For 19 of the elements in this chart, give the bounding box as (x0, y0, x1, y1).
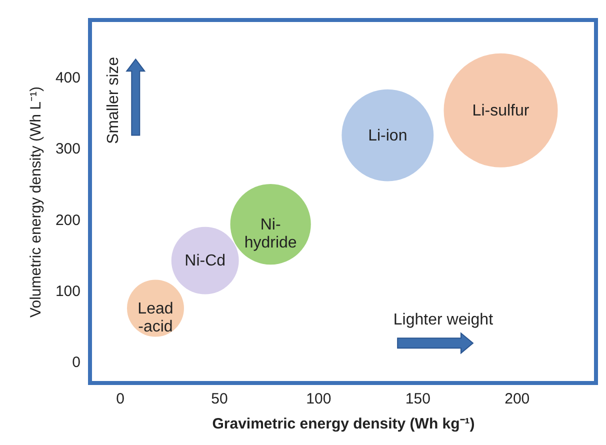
x-axis-title: Gravimetric energy density (Wh kg⁻¹) (212, 416, 475, 432)
y-tick-label: 100 (55, 282, 80, 300)
x-tick-label: 100 (306, 390, 332, 408)
annotation: Smaller size (105, 56, 122, 144)
series-label: Ni-Cd (184, 252, 226, 270)
y-tick-label: 400 (55, 69, 80, 86)
annotation: Lighter weight (393, 312, 494, 329)
x-tick-label: 150 (405, 390, 430, 408)
y-tick-label: 200 (55, 212, 80, 229)
y-tick-label: 300 (55, 140, 80, 158)
x-tick-label: 50 (211, 390, 228, 408)
x-tick-label: 0 (116, 390, 124, 408)
series-label: Li-sulfur (472, 102, 530, 120)
series-label: Ni- hydride (244, 216, 297, 252)
y-axis-title: Volumetric energy density (Wh L⁻¹) (27, 86, 44, 318)
series-label: Lead -acid (138, 300, 174, 336)
series-label: Li-ion (368, 127, 408, 144)
y-tick-label: 0 (72, 354, 80, 372)
x-tick-label: 200 (504, 390, 530, 408)
